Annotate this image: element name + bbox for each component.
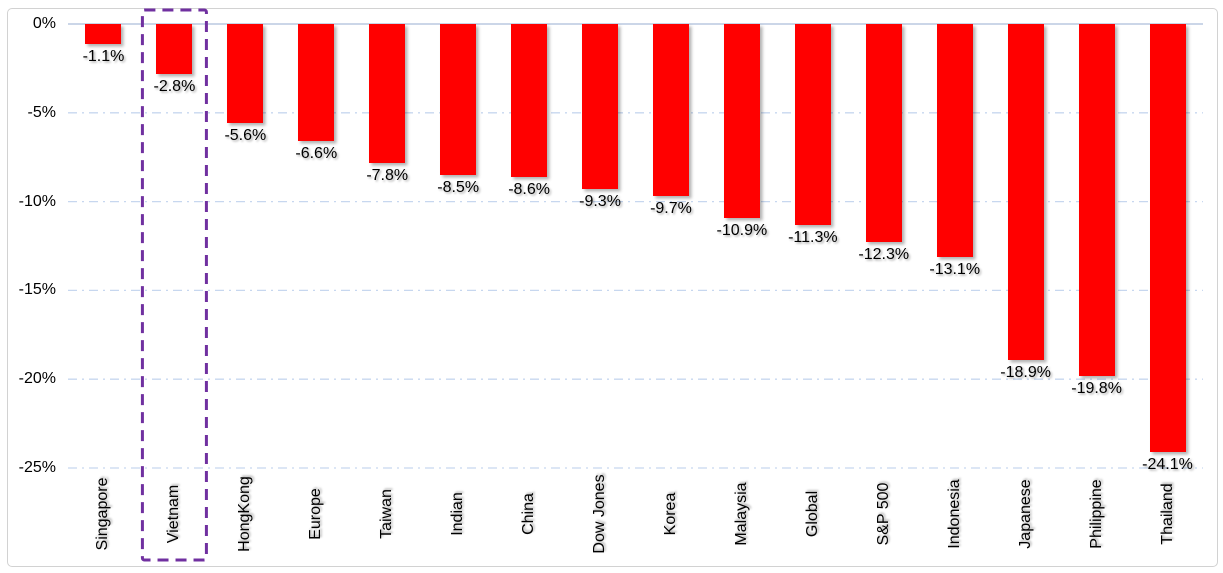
value-label-indian: -8.5% (437, 178, 480, 196)
value-label-thailand: -24.1% (1142, 456, 1193, 474)
chart-border (7, 8, 1218, 567)
value-label-global: -11.3% (788, 228, 838, 246)
category-label-thailand: Thailand (1158, 483, 1176, 545)
bar-thailand (1149, 24, 1186, 453)
y-axis-tick-label: -5% (27, 103, 56, 121)
bar-taiwan (369, 24, 406, 163)
value-label-malaysia: -10.9% (716, 221, 768, 239)
bar-global (794, 24, 831, 225)
category-label-global: Global (803, 490, 821, 538)
category-label-indian: Indian (449, 492, 467, 536)
bar-china (511, 24, 548, 177)
value-label-vietnam: -2.8% (153, 77, 196, 95)
y-axis-tick-label: 0% (32, 15, 56, 32)
value-label-korea: -9.7% (650, 200, 692, 218)
value-label-philippine: -19.8% (1071, 379, 1122, 397)
bar-hongkong (227, 24, 264, 124)
value-label-taiwan: -7.8% (366, 166, 409, 184)
bar-vietnam (156, 24, 193, 74)
y-axis-tick-label: -10% (18, 192, 56, 210)
category-label-europe: Europe (307, 488, 325, 540)
value-label-europe: -6.6% (295, 145, 338, 163)
category-label-vietnam: Vietnam (165, 484, 183, 544)
value-label-china: -8.6% (508, 180, 550, 198)
value-label-hongkong: -5.6% (224, 127, 267, 145)
bar-malaysia (723, 24, 760, 218)
bar-philippine (1078, 24, 1115, 376)
category-label-malaysia: Malaysia (732, 482, 750, 546)
bar-s-p-500 (865, 24, 902, 243)
y-axis-tick-label: -20% (18, 370, 56, 388)
category-label-s-p-500: S&P 500 (874, 482, 892, 546)
value-label-s-p-500: -12.3% (858, 246, 910, 264)
category-label-china: China (520, 493, 538, 535)
bar-korea (652, 24, 689, 197)
category-label-japanese: Japanese (1016, 479, 1034, 549)
value-label-dow-jones: -9.3% (579, 193, 621, 211)
y-axis-tick-label: -15% (18, 281, 56, 299)
bar-indian (440, 24, 477, 175)
bar-indonesia (936, 24, 973, 257)
category-label-philippine: Philippine (1087, 479, 1105, 549)
value-label-japanese: -18.9% (1000, 363, 1051, 381)
category-label-korea: Korea (661, 492, 679, 536)
category-label-singapore: Singapore (94, 477, 112, 551)
bar-singapore (85, 24, 122, 44)
category-label-indonesia: Indonesia (945, 479, 963, 549)
category-label-dow-jones: Dow Jones (591, 474, 609, 554)
category-label-hongkong: HongKong (236, 476, 254, 552)
y-axis-tick-label: -25% (18, 459, 56, 476)
bar-dow-jones (582, 24, 619, 190)
value-label-indonesia: -13.1% (929, 260, 981, 278)
value-label-singapore: -1.1% (82, 47, 125, 65)
bar-europe (298, 24, 335, 142)
bar-japanese (1007, 24, 1044, 360)
category-label-taiwan: Taiwan (378, 489, 396, 539)
